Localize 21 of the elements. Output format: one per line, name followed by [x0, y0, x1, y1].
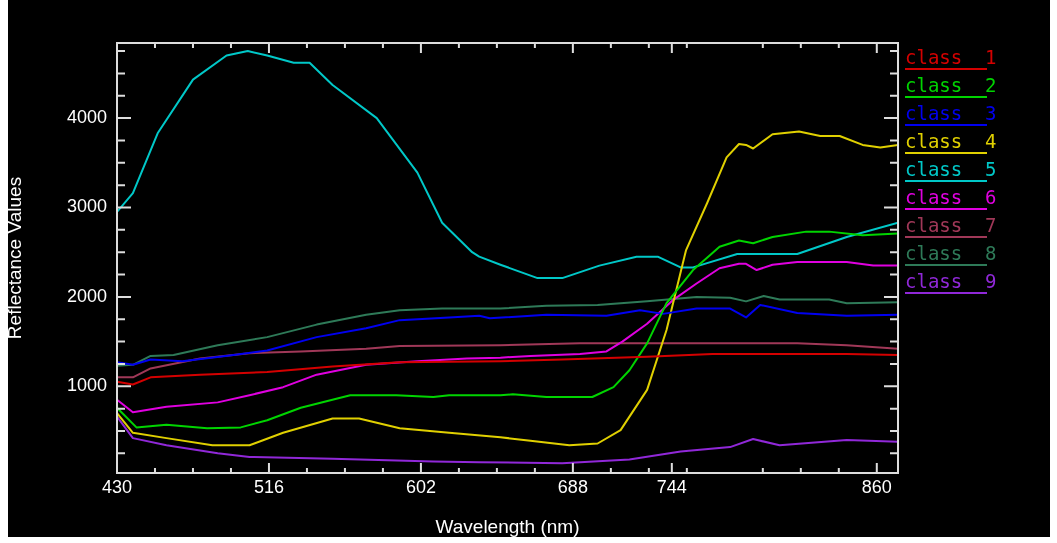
text: class 1 — [905, 46, 997, 70]
x-tick-label: 602 — [405, 476, 436, 497]
series-label: class 4 — [905, 130, 997, 154]
text: class 6 — [905, 186, 997, 210]
x-axis-title: Wavelength (nm) — [435, 515, 580, 537]
x-tick-label: 744 — [656, 476, 687, 497]
text: class 9 — [905, 270, 997, 294]
y-axis-title: Reflectance Values — [3, 176, 25, 340]
y-tick-label: 1000 — [66, 375, 107, 396]
x-tick-label: 430 — [101, 476, 133, 497]
text: class 8 — [905, 242, 997, 266]
x-tick-label: 860 — [861, 476, 892, 497]
text: class 7 — [905, 214, 997, 238]
text: class 5 — [905, 158, 997, 182]
text: class 3 — [905, 102, 997, 126]
x-tick-label: 688 — [557, 476, 588, 497]
text: class 2 — [905, 74, 997, 98]
y-tick-label: 2000 — [66, 285, 107, 306]
y-tick-label: 3000 — [66, 196, 107, 217]
y-tick-label: 4000 — [66, 107, 107, 128]
x-tick-label: 516 — [253, 476, 284, 497]
